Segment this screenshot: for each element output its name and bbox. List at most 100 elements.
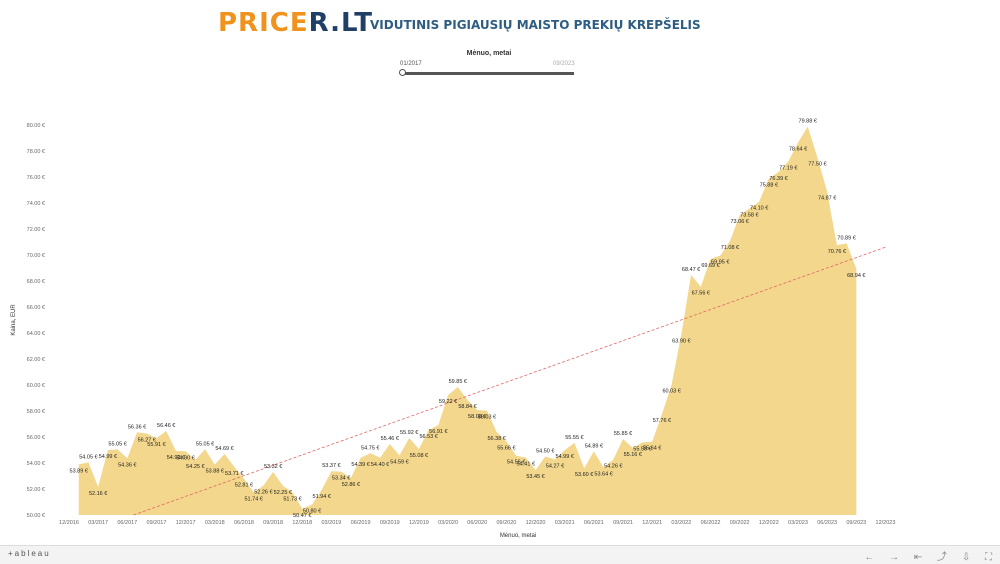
x-tick-label: 06/2018: [234, 520, 254, 526]
data-label: 54.75 €: [361, 445, 379, 451]
data-label: 53.60 €: [575, 472, 593, 478]
data-label: 57.76 €: [653, 418, 671, 424]
data-label: 54.41 €: [517, 462, 535, 468]
filter-to-value[interactable]: 09/2023: [553, 61, 575, 67]
data-label: 56.27 €: [138, 437, 156, 443]
data-label: 54.05 €: [79, 454, 97, 460]
trend-line: [133, 246, 886, 516]
data-label: 55.59 €: [633, 446, 651, 452]
data-label: 54.89 €: [585, 443, 603, 449]
x-tick-label: 12/2022: [759, 520, 779, 526]
data-label: 53.45 €: [526, 474, 544, 480]
filter-slider-handle[interactable]: [399, 69, 406, 76]
y-tick-label: 52.00 €: [27, 487, 45, 493]
data-label: 55.66 €: [497, 445, 515, 451]
data-label: 55.46 €: [381, 436, 399, 442]
x-tick-label: 06/2017: [117, 520, 137, 526]
x-tick-label: 03/2021: [555, 520, 575, 526]
download-icon[interactable]: ⇩: [961, 552, 971, 563]
dashboard-title: VIDUTINIS PIGIAUSIŲ MAISTO PREKIŲ KREPŠE…: [370, 18, 701, 32]
data-label: 56.38 €: [488, 436, 506, 442]
data-label: 79.88 €: [799, 119, 817, 125]
x-tick-label: 12/2018: [292, 520, 312, 526]
pricer-logo[interactable]: PRICER.LT: [218, 8, 373, 38]
data-label: 69.69 €: [701, 263, 719, 269]
tableau-logo[interactable]: +ableau: [8, 549, 51, 558]
x-tick-label: 03/2022: [671, 520, 691, 526]
filter-title: Mėnuo, metai: [466, 50, 512, 57]
x-tick-label: 06/2019: [351, 520, 371, 526]
data-label: 50.47 €: [293, 513, 311, 519]
data-label: 67.56 €: [692, 291, 710, 297]
data-label: 54.99 €: [556, 454, 574, 460]
data-label: 53.34 €: [332, 476, 350, 482]
x-tick-label: 12/2023: [876, 520, 896, 526]
data-label: 54.69 €: [215, 446, 233, 452]
data-label: 54.25 €: [186, 464, 204, 470]
data-label: 77.50 €: [808, 162, 826, 168]
data-label: 53.64 €: [594, 472, 612, 478]
y-tick-label: 56.00 €: [27, 435, 45, 441]
data-label: 78.64 €: [789, 147, 807, 153]
header: PRICER.LT VIDUTINIS PIGIAUSIŲ MAISTO PRE…: [0, 8, 1000, 42]
data-label: 55.55 €: [565, 435, 583, 441]
x-tick-label: 06/2020: [467, 520, 487, 526]
fullscreen-icon[interactable]: ⛶: [985, 552, 992, 563]
data-label: 58.08 €: [468, 414, 486, 420]
x-tick-label: 09/2022: [730, 520, 750, 526]
toolbar-icons: ← → ⇤ ⤴ ⇩ ⛶: [852, 548, 992, 563]
data-label: 77.19 €: [779, 166, 797, 172]
data-label: 54.93 €: [167, 455, 185, 461]
y-tick-label: 62.00 €: [27, 357, 45, 363]
data-label: 54.39 €: [351, 462, 369, 468]
data-label: 54.26 €: [604, 464, 622, 470]
y-tick-label: 64.00 €: [27, 331, 45, 337]
x-tick-label: 09/2020: [496, 520, 516, 526]
y-tick-label: 66.00 €: [27, 305, 45, 311]
undo-icon[interactable]: ←: [864, 552, 875, 563]
y-tick-label: 72.00 €: [27, 227, 45, 233]
data-label: 74.87 €: [818, 196, 836, 202]
data-label: 54.56 €: [507, 460, 525, 466]
x-tick-label: 09/2017: [147, 520, 167, 526]
y-tick-label: 50.00 €: [27, 513, 45, 519]
data-label: 73.06 €: [731, 219, 749, 225]
data-label: 54.40 €: [371, 462, 389, 468]
y-tick-label: 60.00 €: [27, 383, 45, 389]
x-tick-label: 03/2020: [438, 520, 458, 526]
data-label: 63.90 €: [672, 338, 690, 344]
x-tick-label: 12/2021: [642, 520, 662, 526]
y-tick-label: 80.00 €: [27, 123, 45, 129]
x-tick-label: 03/2019: [321, 520, 341, 526]
data-label: 56.36 €: [128, 424, 146, 430]
data-label: 55.05 €: [108, 441, 126, 447]
y-tick-label: 68.00 €: [27, 279, 45, 285]
x-tick-label: 03/2018: [205, 520, 225, 526]
redo-icon[interactable]: →: [889, 552, 900, 563]
x-tick-label: 06/2022: [701, 520, 721, 526]
x-tick-label: 09/2023: [846, 520, 866, 526]
data-label: 56.46 €: [157, 423, 175, 429]
data-label: 55.05 €: [196, 441, 214, 447]
data-label: 58.03 €: [478, 415, 496, 421]
share-icon[interactable]: ⤴: [937, 552, 948, 563]
data-label: 55.91 €: [147, 442, 165, 448]
data-label: 54.27 €: [546, 463, 564, 469]
data-label: 55.92 €: [400, 430, 418, 436]
data-label: 51.74 €: [245, 496, 263, 502]
data-label: 55.16 €: [624, 452, 642, 458]
x-tick-label: 09/2018: [263, 520, 283, 526]
data-label: 59.85 €: [449, 379, 467, 385]
y-tick-label: 54.00 €: [27, 461, 45, 467]
data-label: 51.94 €: [313, 494, 331, 500]
filter-from-value[interactable]: 01/2017: [400, 61, 422, 67]
data-label: 53.89 €: [70, 468, 88, 474]
data-label: 54.36 €: [118, 462, 136, 468]
data-label: 71.08 €: [721, 245, 739, 251]
revert-icon[interactable]: ⇤: [913, 552, 923, 563]
data-label: 76.39 €: [769, 176, 787, 182]
data-label: 60.03 €: [662, 389, 680, 395]
filter-slider-track[interactable]: [402, 72, 574, 75]
data-label: 54.59 €: [390, 459, 408, 465]
data-label: 56.91 €: [429, 429, 447, 435]
